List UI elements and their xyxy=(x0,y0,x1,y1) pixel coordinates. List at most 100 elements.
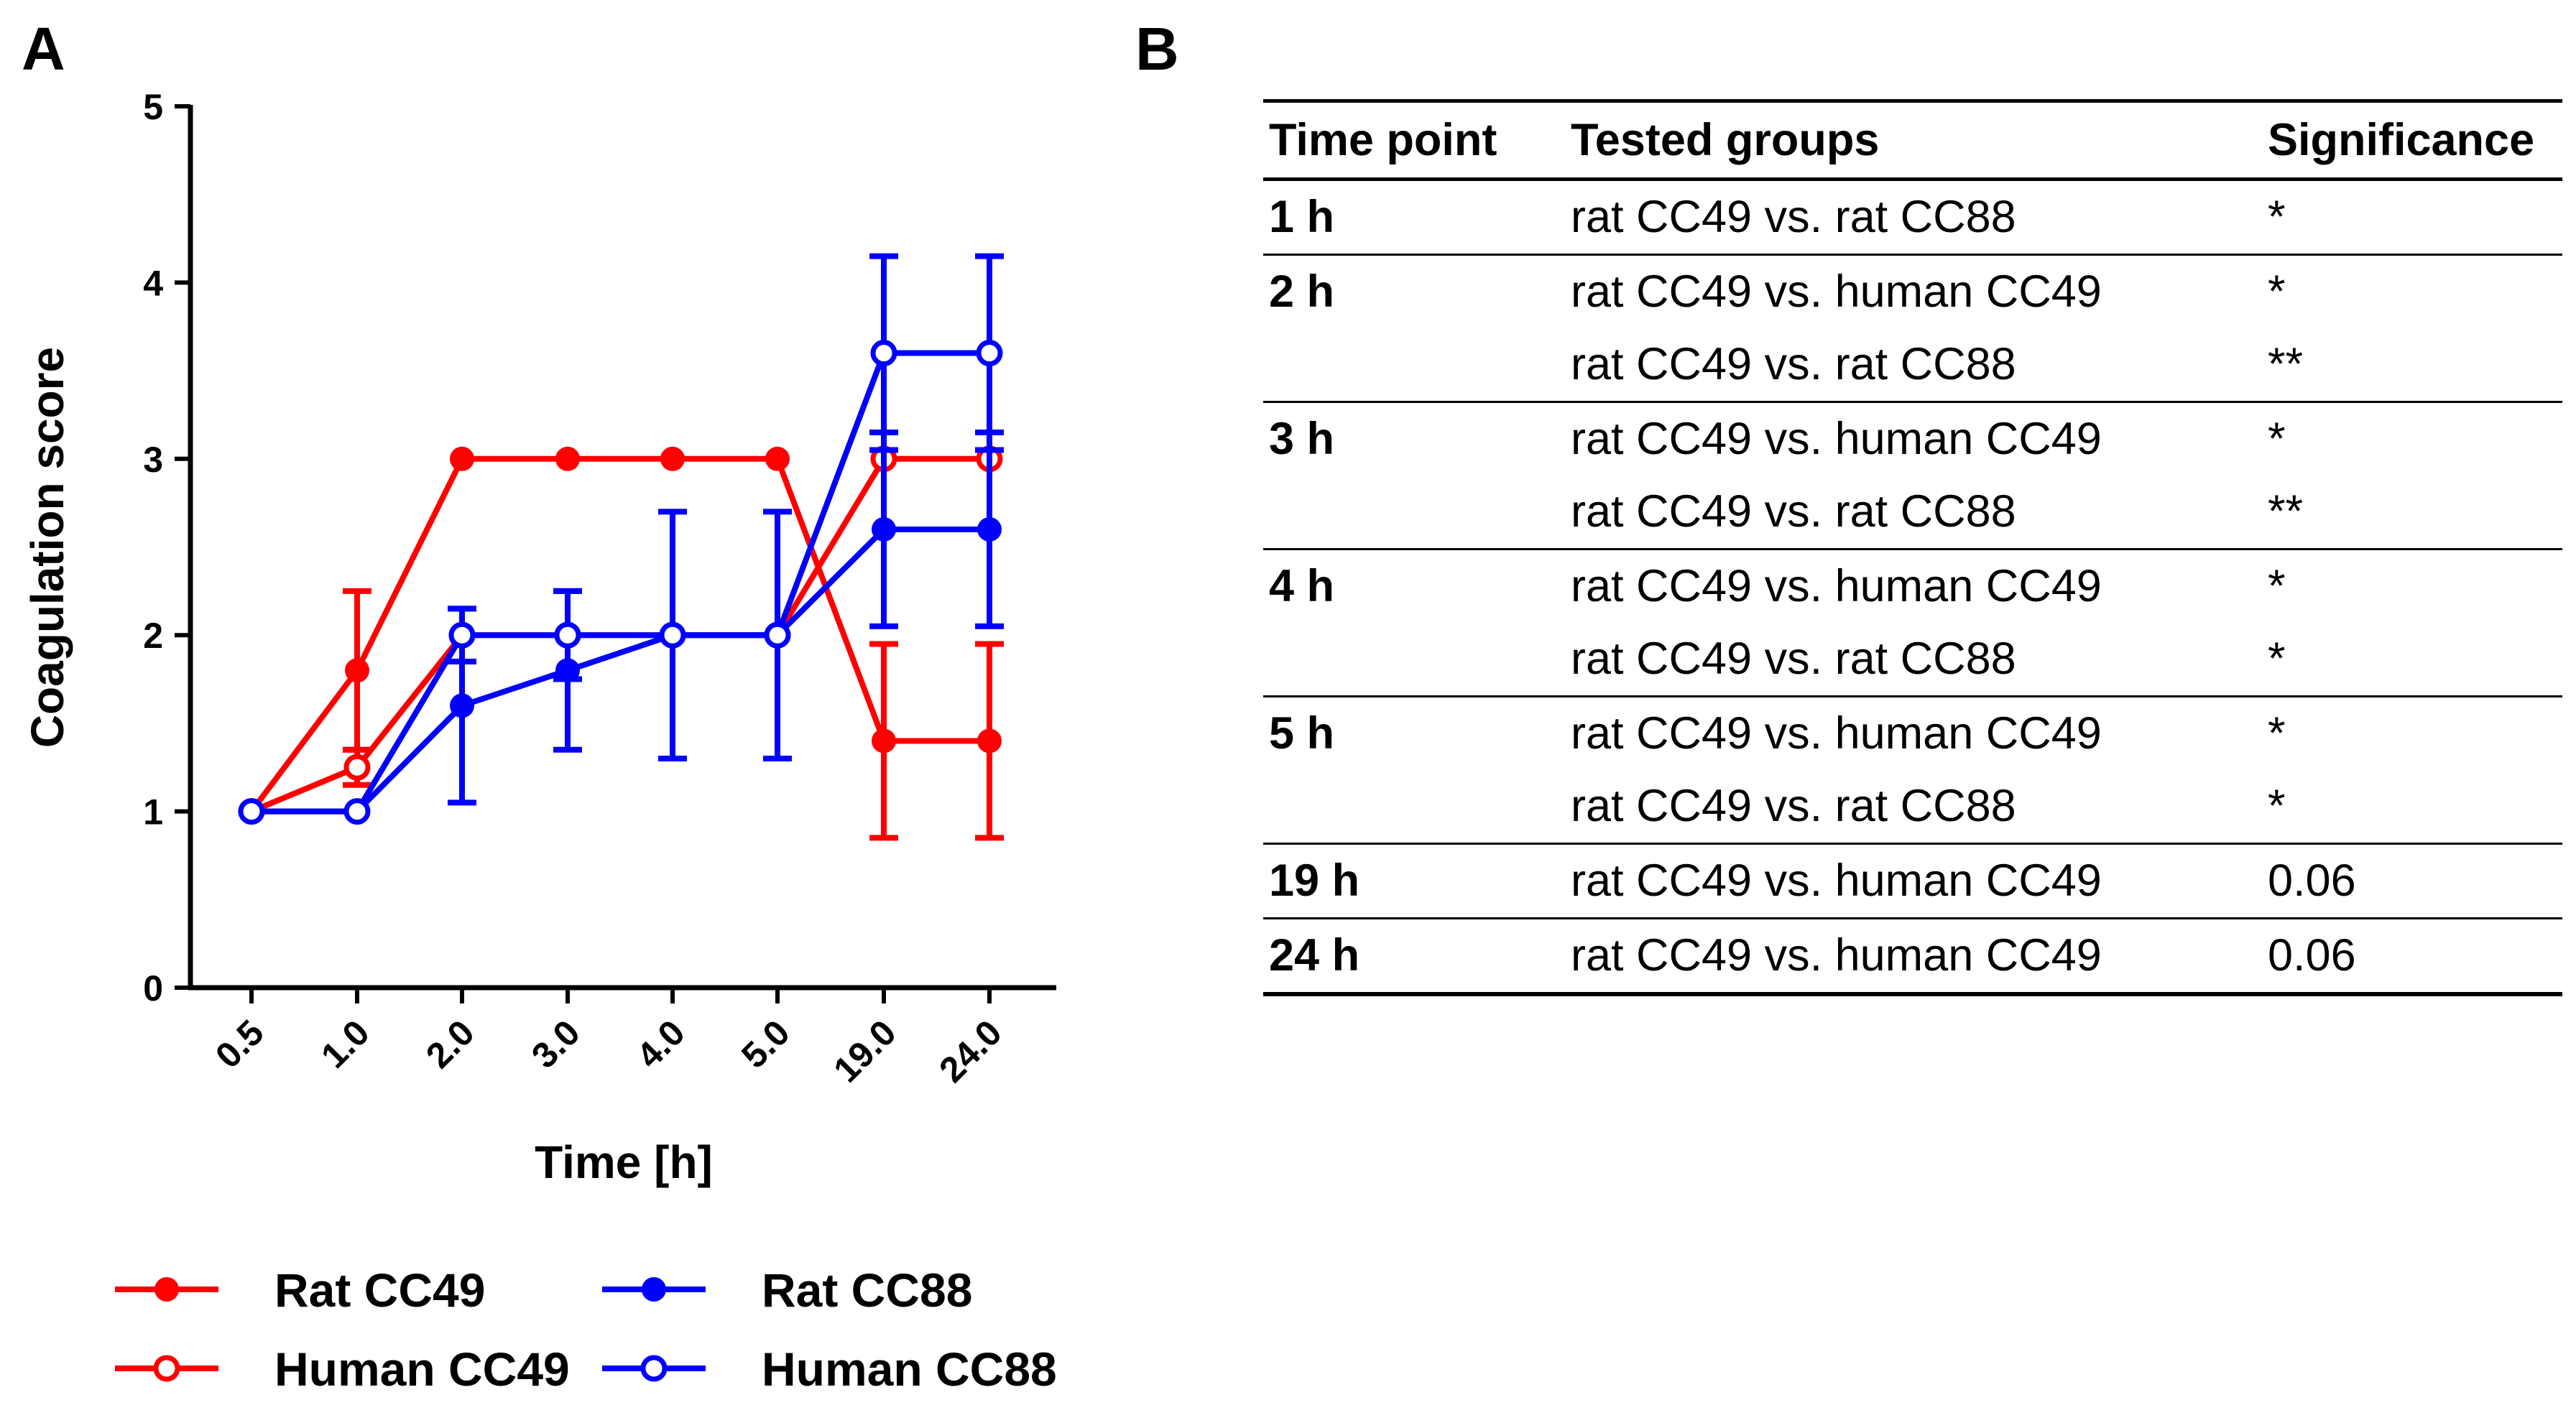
data-point xyxy=(872,516,896,542)
table-row: 4 h rat CC49 vs. human CC49 * xyxy=(1263,550,2562,623)
legend-marker xyxy=(640,1355,668,1382)
significance-cell: * xyxy=(2268,634,2286,684)
data-point xyxy=(659,621,686,649)
legend-item: Human CC49 xyxy=(115,1343,570,1396)
series-human-cc88 xyxy=(238,253,1004,825)
tested-groups-cell: rat CC49 vs. human CC49 xyxy=(1571,930,2102,980)
significance-cell: * xyxy=(2268,561,2286,611)
table-row: 24 h rat CC49 vs. human CC49 0.06 xyxy=(1263,919,2562,992)
x-tick-label: 5.0 xyxy=(734,1012,798,1076)
data-point xyxy=(448,621,476,649)
data-point xyxy=(450,446,474,471)
header-significance: Significance xyxy=(2268,115,2535,165)
y-axis-title: Coagulation score xyxy=(22,347,73,748)
table-row-group: 24 h rat CC49 vs. human CC49 0.06 xyxy=(1263,919,2562,996)
legend-item: Human CC88 xyxy=(602,1343,1057,1396)
table-row: 1 h rat CC49 vs. rat CC88 * xyxy=(1263,181,2562,254)
table-row: rat CC49 vs. rat CC88 ** xyxy=(1263,476,2562,548)
legend-label: Human CC49 xyxy=(274,1343,570,1396)
data-point xyxy=(554,621,581,649)
data-point xyxy=(660,446,685,471)
significance-cell: * xyxy=(2268,708,2286,759)
time-point-cell: 1 h xyxy=(1269,192,1335,242)
tested-groups-cell: rat CC49 vs. human CC49 xyxy=(1571,561,2102,611)
table-header-line: Time point Tested groups Significance xyxy=(1263,103,2562,177)
data-point xyxy=(872,728,896,753)
time-point-cell: 4 h xyxy=(1269,561,1335,611)
data-point xyxy=(764,621,791,649)
tested-groups-cell: rat CC49 vs. rat CC88 xyxy=(1571,486,2016,537)
x-tick-label: 19.0 xyxy=(826,1012,903,1090)
x-tick-label: 0.5 xyxy=(208,1012,272,1076)
table-header-row: Time point Tested groups Significance xyxy=(1263,99,2562,181)
y-tick-label: 3 xyxy=(143,440,163,480)
significance-cell: * xyxy=(2268,266,2286,317)
data-point xyxy=(343,753,371,781)
table-row: rat CC49 vs. rat CC88 * xyxy=(1263,770,2562,843)
data-point xyxy=(345,658,369,683)
table-row: 3 h rat CC49 vs. human CC49 * xyxy=(1263,403,2562,476)
table-row: 5 h rat CC49 vs. human CC49 * xyxy=(1263,697,2562,770)
panel-a-label: A xyxy=(22,15,65,83)
legend: Rat CC49 Human CC49 Rat CC88 Human CC88 xyxy=(115,1263,1057,1396)
data-point xyxy=(450,693,474,718)
table-row-group: 5 h rat CC49 vs. human CC49 * rat CC49 vs. … xyxy=(1263,697,2562,845)
data-point xyxy=(976,340,1003,367)
tested-groups-cell: rat CC49 vs. rat CC88 xyxy=(1571,634,2016,684)
legend-label: Human CC88 xyxy=(762,1343,1057,1396)
table-row: rat CC49 vs. rat CC88 ** xyxy=(1263,328,2562,401)
legend-label: Rat CC49 xyxy=(274,1263,485,1317)
time-point-cell: 24 h xyxy=(1269,930,1360,980)
data-point xyxy=(238,798,265,825)
tested-groups-cell: rat CC49 vs. rat CC88 xyxy=(1571,339,2016,389)
legend-label: Rat CC88 xyxy=(762,1263,972,1317)
table-row: rat CC49 vs. rat CC88 * xyxy=(1263,623,2562,695)
legend-marker xyxy=(642,1277,666,1302)
significance-cell: * xyxy=(2268,781,2286,831)
x-tick-label: 4.0 xyxy=(629,1012,693,1076)
data-point xyxy=(977,516,1002,542)
legend-marker xyxy=(153,1355,180,1382)
tested-groups-cell: rat CC49 vs. human CC49 xyxy=(1571,855,2102,906)
table-row: 2 h rat CC49 vs. human CC49 * xyxy=(1263,256,2562,328)
significance-cell: 0.06 xyxy=(2268,930,2356,980)
significance-cell: ** xyxy=(2268,339,2304,389)
x-tick-label: 24.0 xyxy=(931,1012,1009,1090)
data-point xyxy=(343,798,371,825)
legend-item: Rat CC88 xyxy=(602,1263,972,1317)
legend-item: Rat CC49 xyxy=(115,1263,485,1317)
x-tick-label: 3.0 xyxy=(524,1012,588,1076)
significance-cell: * xyxy=(2268,192,2286,242)
header-tested-groups: Tested groups xyxy=(1571,115,1880,165)
table-row-group: 1 h rat CC49 vs. rat CC88 * xyxy=(1263,181,2562,256)
table-row-group: 4 h rat CC49 vs. human CC49 * rat CC49 vs. … xyxy=(1263,550,2562,697)
data-point xyxy=(555,446,580,471)
y-tick-label: 1 xyxy=(143,792,163,833)
header-time-point: Time point xyxy=(1269,115,1497,165)
x-tick-label: 1.0 xyxy=(313,1012,377,1076)
significance-cell: * xyxy=(2268,414,2286,464)
y-tick-label: 5 xyxy=(143,87,163,127)
series-line xyxy=(251,526,989,815)
series-line xyxy=(249,455,989,813)
significance-table: Time point Tested groups Significance 1 h ra… xyxy=(1263,99,2562,996)
tested-groups-cell: rat CC49 vs. rat CC88 xyxy=(1571,192,2016,242)
tested-groups-cell: rat CC49 vs. human CC49 xyxy=(1571,414,2102,464)
significance-cell: 0.06 xyxy=(2268,855,2356,906)
panel-b-label: B xyxy=(1135,15,1179,83)
tested-groups-cell: rat CC49 vs. human CC49 xyxy=(1571,266,2102,317)
tested-groups-cell: rat CC49 vs. human CC49 xyxy=(1571,708,2102,759)
time-point-cell: 19 h xyxy=(1269,855,1360,906)
y-tick-label: 4 xyxy=(143,263,163,303)
y-tick-label: 0 xyxy=(143,968,163,1008)
data-point xyxy=(870,340,897,367)
x-tick-label: 2.0 xyxy=(418,1012,482,1076)
y-tick-label: 2 xyxy=(143,616,163,656)
x-axis-title: Time [h] xyxy=(535,1136,713,1188)
tested-groups-cell: rat CC49 vs. rat CC88 xyxy=(1571,781,2016,831)
table-row-group: 3 h rat CC49 vs. human CC49 * rat CC49 vs. … xyxy=(1263,403,2562,550)
time-point-cell: 5 h xyxy=(1269,708,1335,759)
time-point-cell: 3 h xyxy=(1269,414,1335,464)
table-row: 19 h rat CC49 vs. human CC49 0.06 xyxy=(1263,845,2562,917)
